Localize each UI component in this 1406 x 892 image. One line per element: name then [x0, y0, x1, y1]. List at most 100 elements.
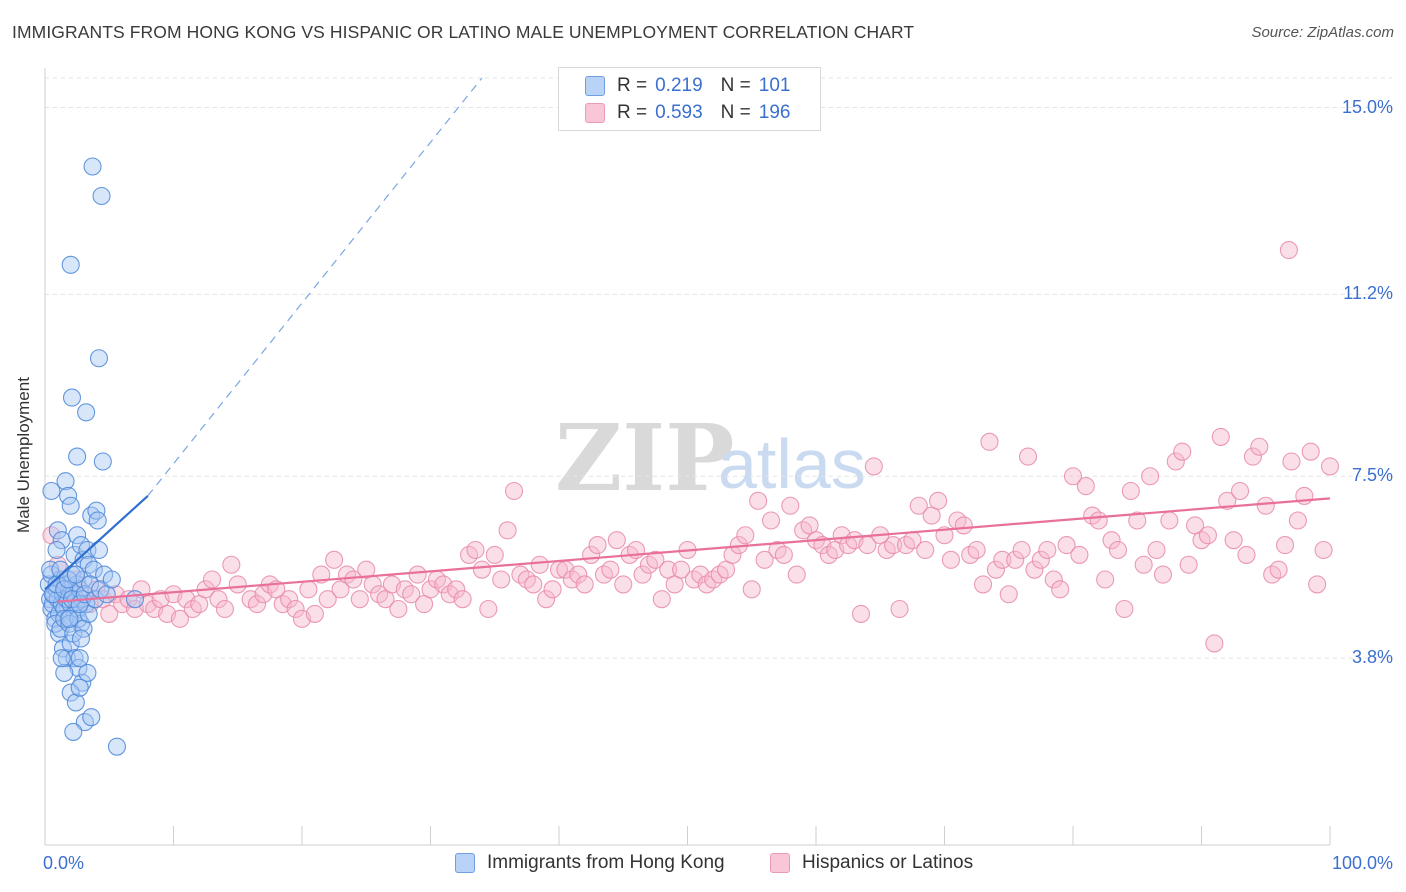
- hongkong-point-54: [78, 663, 97, 682]
- hispanic-point-199: [1279, 241, 1298, 260]
- hongkong-point-49: [57, 649, 76, 668]
- hispanic-point-65: [466, 540, 485, 560]
- hispanic-point-169: [1134, 555, 1153, 574]
- hispanic-point-125: [851, 604, 871, 623]
- hispanic-point-192: [1282, 452, 1301, 471]
- hispanic-point-143: [967, 540, 986, 560]
- legend-row-hongkong: R = 0.219 N = 101: [585, 74, 790, 98]
- hispanic-point-97: [672, 560, 691, 579]
- hispanic-points: [42, 241, 1340, 653]
- hispanic-point-69: [492, 570, 511, 589]
- hongkong-point-51: [65, 649, 84, 668]
- hongkong-point-93: [102, 570, 121, 589]
- hispanic-point-157: [1057, 536, 1076, 555]
- n-value: 101: [758, 75, 791, 96]
- hispanic-point-191: [1275, 536, 1295, 555]
- hispanic-point-46: [344, 570, 363, 589]
- hispanic-point-36: [280, 590, 299, 609]
- hongkong-point-70: [93, 452, 112, 471]
- hispanic-point-114: [781, 496, 800, 515]
- hongkong-point-95: [70, 649, 89, 668]
- hispanic-point-152: [1025, 560, 1044, 579]
- hispanic-point-159: [1070, 545, 1089, 564]
- hongkong-point-100: [125, 590, 144, 609]
- hispanic-point-148: [999, 585, 1018, 604]
- n-label: N =: [720, 102, 751, 123]
- hongkong-point-44: [79, 555, 98, 574]
- hispanic-point-150: [1012, 540, 1031, 560]
- hispanic-point-110: [755, 550, 774, 569]
- hispanic-point-172: [1153, 565, 1172, 584]
- hispanic-point-31: [247, 595, 267, 614]
- hispanic-point-25: [203, 570, 222, 589]
- hispanic-point-71: [504, 481, 524, 501]
- y-tick-label-1: 7.5%: [1351, 465, 1393, 486]
- hispanic-point-62: [447, 580, 466, 599]
- hispanic-point-113: [774, 545, 793, 564]
- hispanic-point-193: [1288, 511, 1307, 530]
- hispanic-point-182: [1218, 491, 1237, 510]
- hispanic-point-86: [601, 560, 620, 579]
- hispanic-point-166: [1115, 599, 1134, 619]
- r-label: R =: [617, 102, 648, 123]
- n-value: 196: [758, 102, 791, 123]
- hongkong-point-69: [68, 447, 87, 466]
- hispanic-point-139: [941, 550, 960, 569]
- hispanic-point-190: [1269, 560, 1288, 579]
- hongkong-point-97: [71, 629, 91, 648]
- hispanic-point-40: [305, 604, 324, 623]
- legend-label-hispanic: Hispanics or Latinos: [802, 852, 974, 873]
- hongkong-point-68: [77, 403, 96, 422]
- hispanic-point-91: [633, 565, 652, 584]
- hispanic-point-174: [1166, 452, 1185, 471]
- hispanic-point-37: [286, 599, 305, 619]
- hispanic-point-109: [749, 491, 768, 510]
- hongkong-point-33: [56, 472, 75, 491]
- hispanic-point-53: [389, 599, 408, 619]
- hispanic-point-76: [537, 590, 556, 609]
- hongkong-point-64: [83, 157, 102, 176]
- hongkong-swatch: [585, 76, 605, 96]
- hispanic-point-167: [1121, 481, 1140, 501]
- hispanic-point-179: [1198, 526, 1217, 545]
- hispanic-point-135: [916, 540, 935, 560]
- hongkong-point-60: [64, 722, 83, 741]
- r-value: 0.593: [655, 102, 703, 123]
- hispanic-point-56: [408, 565, 427, 584]
- hispanic-point-127: [864, 457, 883, 476]
- hongkong-point-94: [47, 540, 66, 560]
- hispanic-point-162: [1089, 511, 1108, 530]
- hispanic-point-151: [1018, 447, 1038, 466]
- hispanic-point-68: [485, 545, 504, 564]
- hispanic-point-156: [1051, 580, 1070, 599]
- hispanic-point-20: [170, 609, 189, 628]
- trend-lines: [44, 77, 1331, 603]
- legend-item-hongkong: Immigrants from Hong Kong: [455, 852, 725, 874]
- hispanic-point-176: [1179, 555, 1198, 574]
- hispanic-point-9: [100, 604, 119, 623]
- watermark-zip: ZIP: [555, 404, 734, 512]
- hispanic-point-75: [530, 555, 549, 574]
- hispanic-point-187: [1250, 437, 1269, 456]
- hispanic-point-115: [787, 565, 806, 584]
- hispanic-point-181: [1211, 427, 1230, 446]
- hongkong-point-71: [46, 614, 65, 633]
- hispanic-point-188: [1256, 496, 1275, 515]
- hongkong-point-56: [66, 693, 85, 712]
- hongkong-point-31: [48, 521, 67, 540]
- hispanic-point-134: [909, 496, 928, 515]
- hispanic-point-196: [1308, 575, 1327, 594]
- hispanic-point-171: [1147, 540, 1166, 560]
- hongkong-point-61: [55, 663, 74, 682]
- hispanic-point-154: [1038, 540, 1057, 560]
- hispanic-point-170: [1141, 467, 1160, 486]
- hongkong-point-45: [84, 560, 103, 579]
- hispanic-point-63: [453, 590, 472, 609]
- n-label: N =: [720, 75, 751, 96]
- hongkong-point-37: [68, 526, 87, 545]
- chart-title: IMMIGRANTS FROM HONG KONG VS HISPANIC OR…: [12, 22, 915, 42]
- hispanic-point-173: [1160, 511, 1179, 530]
- hongkong-point-65: [92, 186, 111, 206]
- hongkong-point-42: [87, 501, 106, 520]
- hongkong-point-52: [69, 658, 88, 678]
